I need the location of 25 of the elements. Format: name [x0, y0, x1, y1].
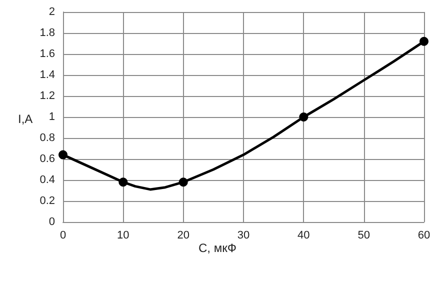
x-tick-label: 50 — [358, 230, 370, 242]
y-tick-label: 0.2 — [40, 195, 55, 207]
x-axis-title: C, мкФ — [198, 241, 236, 255]
y-tick-label: 0.4 — [40, 174, 55, 186]
x-tick-label: 60 — [418, 230, 430, 242]
y-tick-label: 2 — [48, 6, 55, 18]
x-tick-label: 10 — [117, 230, 130, 242]
y-tick-label: 1.4 — [40, 69, 55, 81]
point — [420, 36, 428, 46]
y-tick-label: 0 — [48, 216, 55, 228]
point — [118, 178, 128, 187]
y-tick-label: 1.6 — [40, 48, 55, 60]
point — [178, 178, 188, 187]
y-axis-title: I,A — [18, 112, 33, 126]
point — [58, 150, 68, 160]
x-tick-label: 30 — [237, 230, 250, 242]
x-tick-label: 20 — [177, 230, 190, 242]
y-tick-label: 1 — [48, 111, 55, 123]
x-tick-label: 40 — [298, 230, 310, 242]
x-tick-label: 0 — [60, 230, 66, 242]
y-tick-label: 1.2 — [40, 90, 55, 102]
y-tick-label: 1.8 — [40, 27, 55, 39]
point — [299, 112, 308, 122]
y-tick-label: 0.6 — [40, 153, 55, 165]
y-tick-label: 0.8 — [40, 132, 55, 144]
